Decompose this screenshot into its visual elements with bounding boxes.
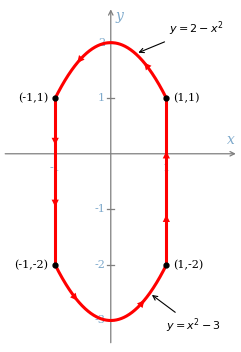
Text: 1: 1 [98,93,105,103]
Text: -2: -2 [94,260,105,270]
Text: y: y [115,9,123,23]
Text: -1: -1 [94,205,105,214]
Text: (-1,1): (-1,1) [18,93,48,103]
Text: x: x [227,133,235,146]
Text: $y = x^2-3$: $y = x^2-3$ [153,296,221,335]
Text: -3: -3 [94,315,105,326]
Text: 1: 1 [163,163,170,173]
Text: (-1,-2): (-1,-2) [14,260,48,270]
Text: 2: 2 [98,38,105,48]
Text: -1: -1 [50,163,61,173]
Text: (1,1): (1,1) [173,93,200,103]
Text: (1,-2): (1,-2) [173,260,203,270]
Text: $y = 2-x^2$: $y = 2-x^2$ [140,19,224,52]
